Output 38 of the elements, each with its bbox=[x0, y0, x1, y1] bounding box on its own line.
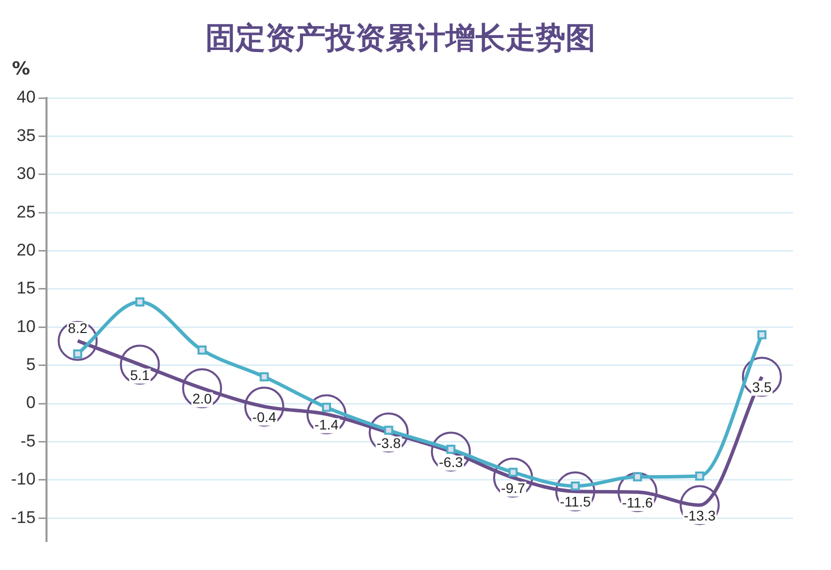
data-label: 2.0 bbox=[192, 390, 212, 407]
point bbox=[446, 444, 456, 454]
point bbox=[384, 426, 394, 435]
point bbox=[260, 372, 269, 382]
y-tick-label: 25 bbox=[16, 202, 36, 222]
data-label: 5.1 bbox=[130, 366, 150, 383]
data-label: -11.5 bbox=[560, 494, 591, 510]
data-label: -9.7 bbox=[501, 480, 526, 496]
data-label: 3.5 bbox=[752, 379, 772, 396]
y-tick-label: 5 bbox=[26, 355, 36, 374]
y-tick-label: 40 bbox=[16, 88, 36, 107]
y-tick-label: -10 bbox=[10, 470, 36, 489]
y-tick-label: 15 bbox=[16, 278, 36, 298]
y-tick-label: 10 bbox=[16, 316, 36, 336]
y-tick-label: 0 bbox=[26, 393, 36, 412]
point bbox=[135, 297, 144, 306]
point bbox=[695, 472, 704, 481]
y-tick-label: -5 bbox=[20, 431, 36, 450]
point bbox=[198, 346, 207, 355]
y-tick-label: -15 bbox=[10, 508, 36, 527]
point bbox=[73, 349, 82, 358]
point bbox=[322, 402, 332, 412]
y-tick-label: 30 bbox=[16, 164, 36, 184]
point bbox=[570, 481, 580, 491]
point bbox=[632, 472, 642, 482]
chart-title: 固定资产投资累计增长走势图 bbox=[206, 20, 596, 56]
data-label: -1.4 bbox=[314, 416, 339, 433]
point bbox=[757, 330, 766, 340]
data-label: -13.3 bbox=[684, 507, 716, 524]
point bbox=[508, 468, 518, 477]
data-label: -3.8 bbox=[376, 434, 401, 451]
y-axis-title: % bbox=[12, 58, 30, 80]
data-label: -0.4 bbox=[252, 408, 277, 425]
y-tick-label: 35 bbox=[16, 126, 36, 145]
data-label: -11.6 bbox=[622, 494, 654, 510]
y-tick-label: 20 bbox=[16, 240, 36, 260]
data-label: 8.2 bbox=[68, 320, 88, 336]
data-label: -6.3 bbox=[438, 454, 464, 470]
